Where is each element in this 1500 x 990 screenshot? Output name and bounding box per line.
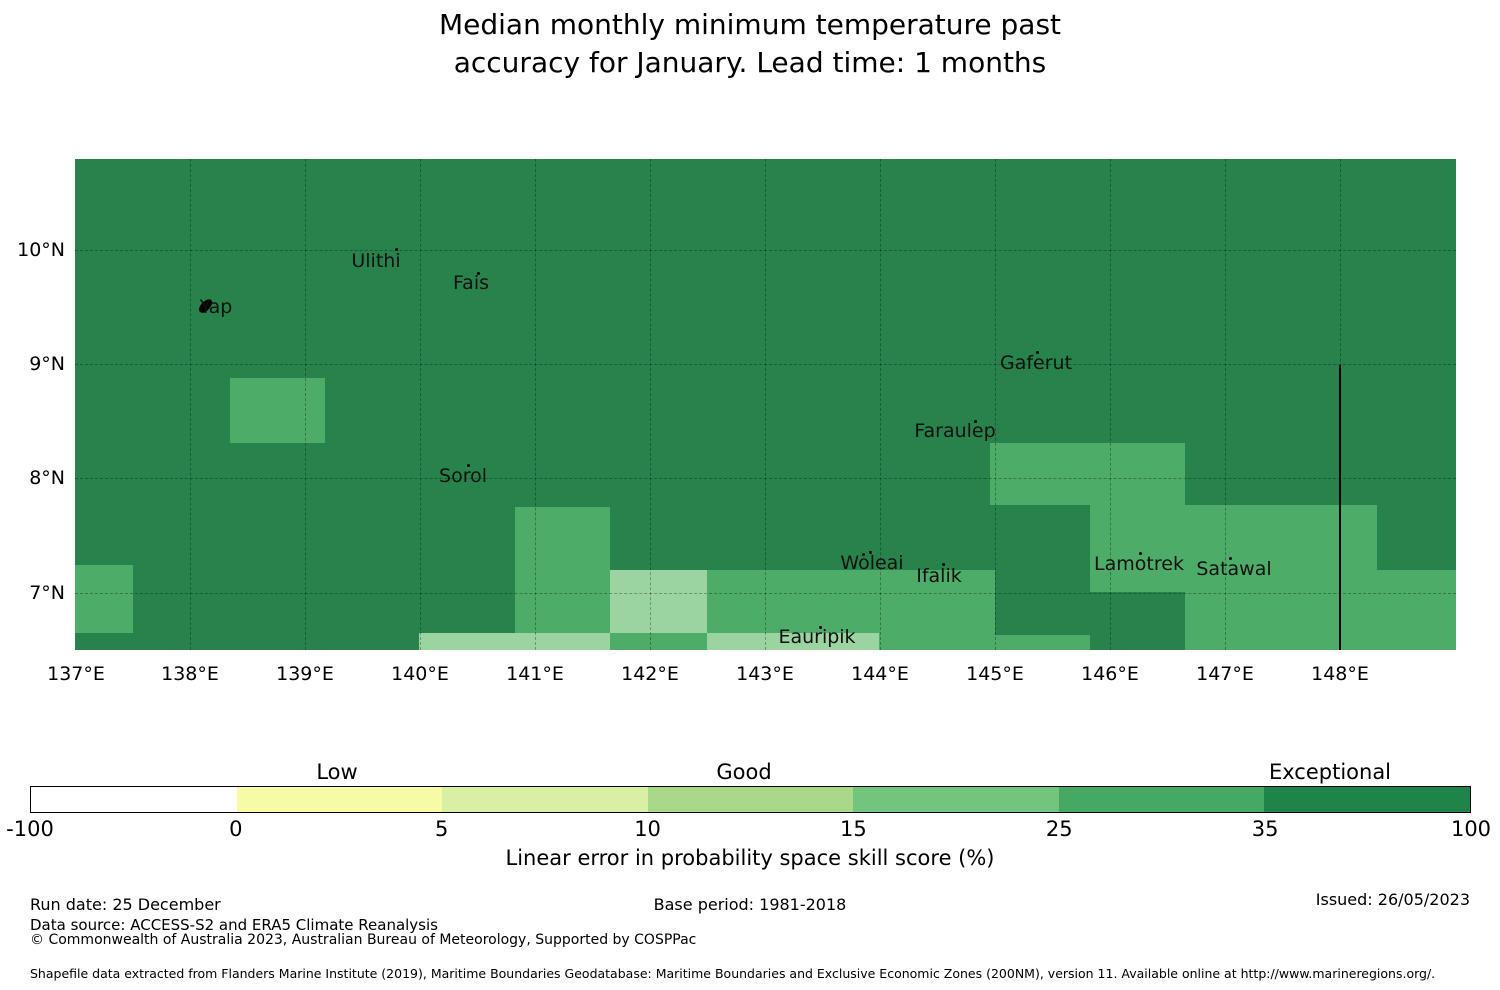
colorbar-tick-label: 100 [1450, 817, 1492, 841]
skill-map: Ulithi Fais Yap Gaferut Faraulep Sorol Woleai I… [75, 159, 1456, 650]
island-dot-satawal [1229, 557, 1232, 560]
island-label-yap: Yap [199, 296, 233, 318]
skill-patch-medium [1377, 570, 1456, 650]
colorbar-tick-label: 35 [1251, 817, 1279, 841]
island-label-woleai: Woleai [840, 552, 904, 574]
issued-date-text: Issued: 26/05/2023 [1315, 890, 1470, 909]
gridline-vertical [995, 159, 996, 650]
colorbar-segment-0 [31, 787, 237, 812]
gridline-vertical [765, 159, 766, 650]
y-tick-label: 7°N [29, 582, 65, 604]
skill-patch-medium [230, 378, 325, 443]
figure-title-line2: accuracy for January. Lead time: 1 month… [453, 46, 1047, 79]
x-tick-label: 145°E [966, 663, 1024, 685]
colorbar-segment-3 [647, 787, 854, 812]
skill-patch-light [707, 633, 879, 650]
island-label-lamotrek: Lamotrek [1094, 553, 1184, 575]
colorbar-tick-label: 15 [840, 817, 867, 841]
island-dot-woleai [862, 553, 865, 556]
island-dot-faraulep [974, 420, 977, 423]
colorbar [30, 786, 1471, 813]
gridline-vertical [1225, 159, 1226, 650]
gridline-horizontal [75, 364, 1456, 365]
colorbar-zone-exceptional: Exceptional [1268, 760, 1392, 784]
boundary-line [1339, 365, 1341, 650]
colorbar-segment-5 [1058, 787, 1265, 812]
x-tick-label: 148°E [1311, 663, 1369, 685]
colorbar-tick-label: -100 [6, 817, 54, 841]
island-label-faraulep: Faraulep [914, 420, 996, 442]
island-dot-sorol [467, 464, 470, 467]
x-tick-label: 142°E [621, 663, 679, 685]
colorbar-segment-6 [1264, 787, 1471, 812]
colorbar-segment-2 [442, 787, 648, 812]
island-label-sorol: Sorol [439, 465, 487, 487]
island-label-fais: Fais [452, 272, 490, 294]
island-dot-eauripik [819, 626, 822, 629]
colorbar-zone-good: Good [716, 760, 772, 784]
skill-patch-medium [879, 633, 995, 650]
x-tick-label: 147°E [1196, 663, 1254, 685]
x-tick-label: 140°E [391, 663, 449, 685]
colorbar-tick-label: 0 [229, 817, 243, 841]
skill-patch-medium [75, 565, 133, 633]
copyright-text: © Commonwealth of Australia 2023, Austra… [30, 932, 697, 948]
colorbar-tick-label: 25 [1045, 817, 1073, 841]
x-tick-label: 138°E [161, 663, 219, 685]
skill-patch-medium [610, 633, 707, 650]
skill-patch-medium [1090, 505, 1187, 592]
run-date-text: Run date: 25 December [30, 895, 221, 914]
island-label-satawal: Satawal [1196, 558, 1272, 580]
y-tick-label: 8°N [29, 467, 65, 489]
y-tick-label: 10°N [17, 239, 65, 261]
gridline-vertical [1110, 159, 1111, 650]
skill-patch-medium [707, 570, 995, 633]
island-label-ifalik: Ifalik [916, 565, 962, 587]
island-dot-gaferut [1036, 351, 1039, 354]
skill-patch-medium [1185, 505, 1377, 650]
gridline-horizontal [75, 250, 1456, 251]
island-label-eauripik: Eauripik [778, 626, 856, 648]
gridline-vertical [535, 159, 536, 650]
data-source-text: Data source: ACCESS-S2 and ERA5 Climate … [30, 916, 438, 934]
base-period-text: Base period: 1981-2018 [653, 895, 847, 914]
island-dot-lamotrek [1139, 552, 1142, 555]
island-label-ulithi: Ulithi [351, 250, 401, 272]
island-dot-fais [477, 272, 480, 275]
island-dot-woleai [869, 551, 872, 554]
skill-patch-light [419, 633, 610, 650]
x-tick-label: 139°E [276, 663, 334, 685]
colorbar-zone-low: Low [316, 760, 358, 784]
gridline-horizontal [75, 593, 1456, 594]
shapefile-attribution-text: Shapefile data extracted from Flanders M… [30, 966, 1436, 981]
skill-patch-light [610, 570, 707, 633]
colorbar-axis-label: Linear error in probability space skill … [505, 846, 995, 870]
x-tick-label: 141°E [506, 663, 564, 685]
x-tick-label: 146°E [1081, 663, 1139, 685]
gridline-vertical [420, 159, 421, 650]
skill-patch-medium [995, 635, 1090, 650]
y-tick-label: 9°N [29, 353, 65, 375]
gridline-vertical [880, 159, 881, 650]
island-dot-ifalik [942, 563, 945, 566]
colorbar-tick-label: 10 [634, 817, 661, 841]
island-dot-ulithi [395, 248, 398, 251]
colorbar-segment-4 [853, 787, 1059, 812]
skill-patch-medium [515, 507, 610, 633]
island-label-gaferut: Gaferut [999, 352, 1073, 374]
x-tick-label: 137°E [47, 663, 105, 685]
x-tick-label: 144°E [851, 663, 909, 685]
figure-title-line1: Median monthly minimum temperature past [438, 8, 1062, 41]
gridline-vertical [305, 159, 306, 650]
gridline-horizontal [75, 478, 1456, 479]
skill-patch-medium [990, 443, 1185, 505]
colorbar-segment-1 [236, 787, 443, 812]
gridline-vertical [190, 159, 191, 650]
x-tick-label: 143°E [736, 663, 794, 685]
figure-title: Median monthly minimum temperature past … [0, 6, 1500, 82]
gridline-vertical [650, 159, 651, 650]
colorbar-tick-label: 5 [435, 817, 449, 841]
